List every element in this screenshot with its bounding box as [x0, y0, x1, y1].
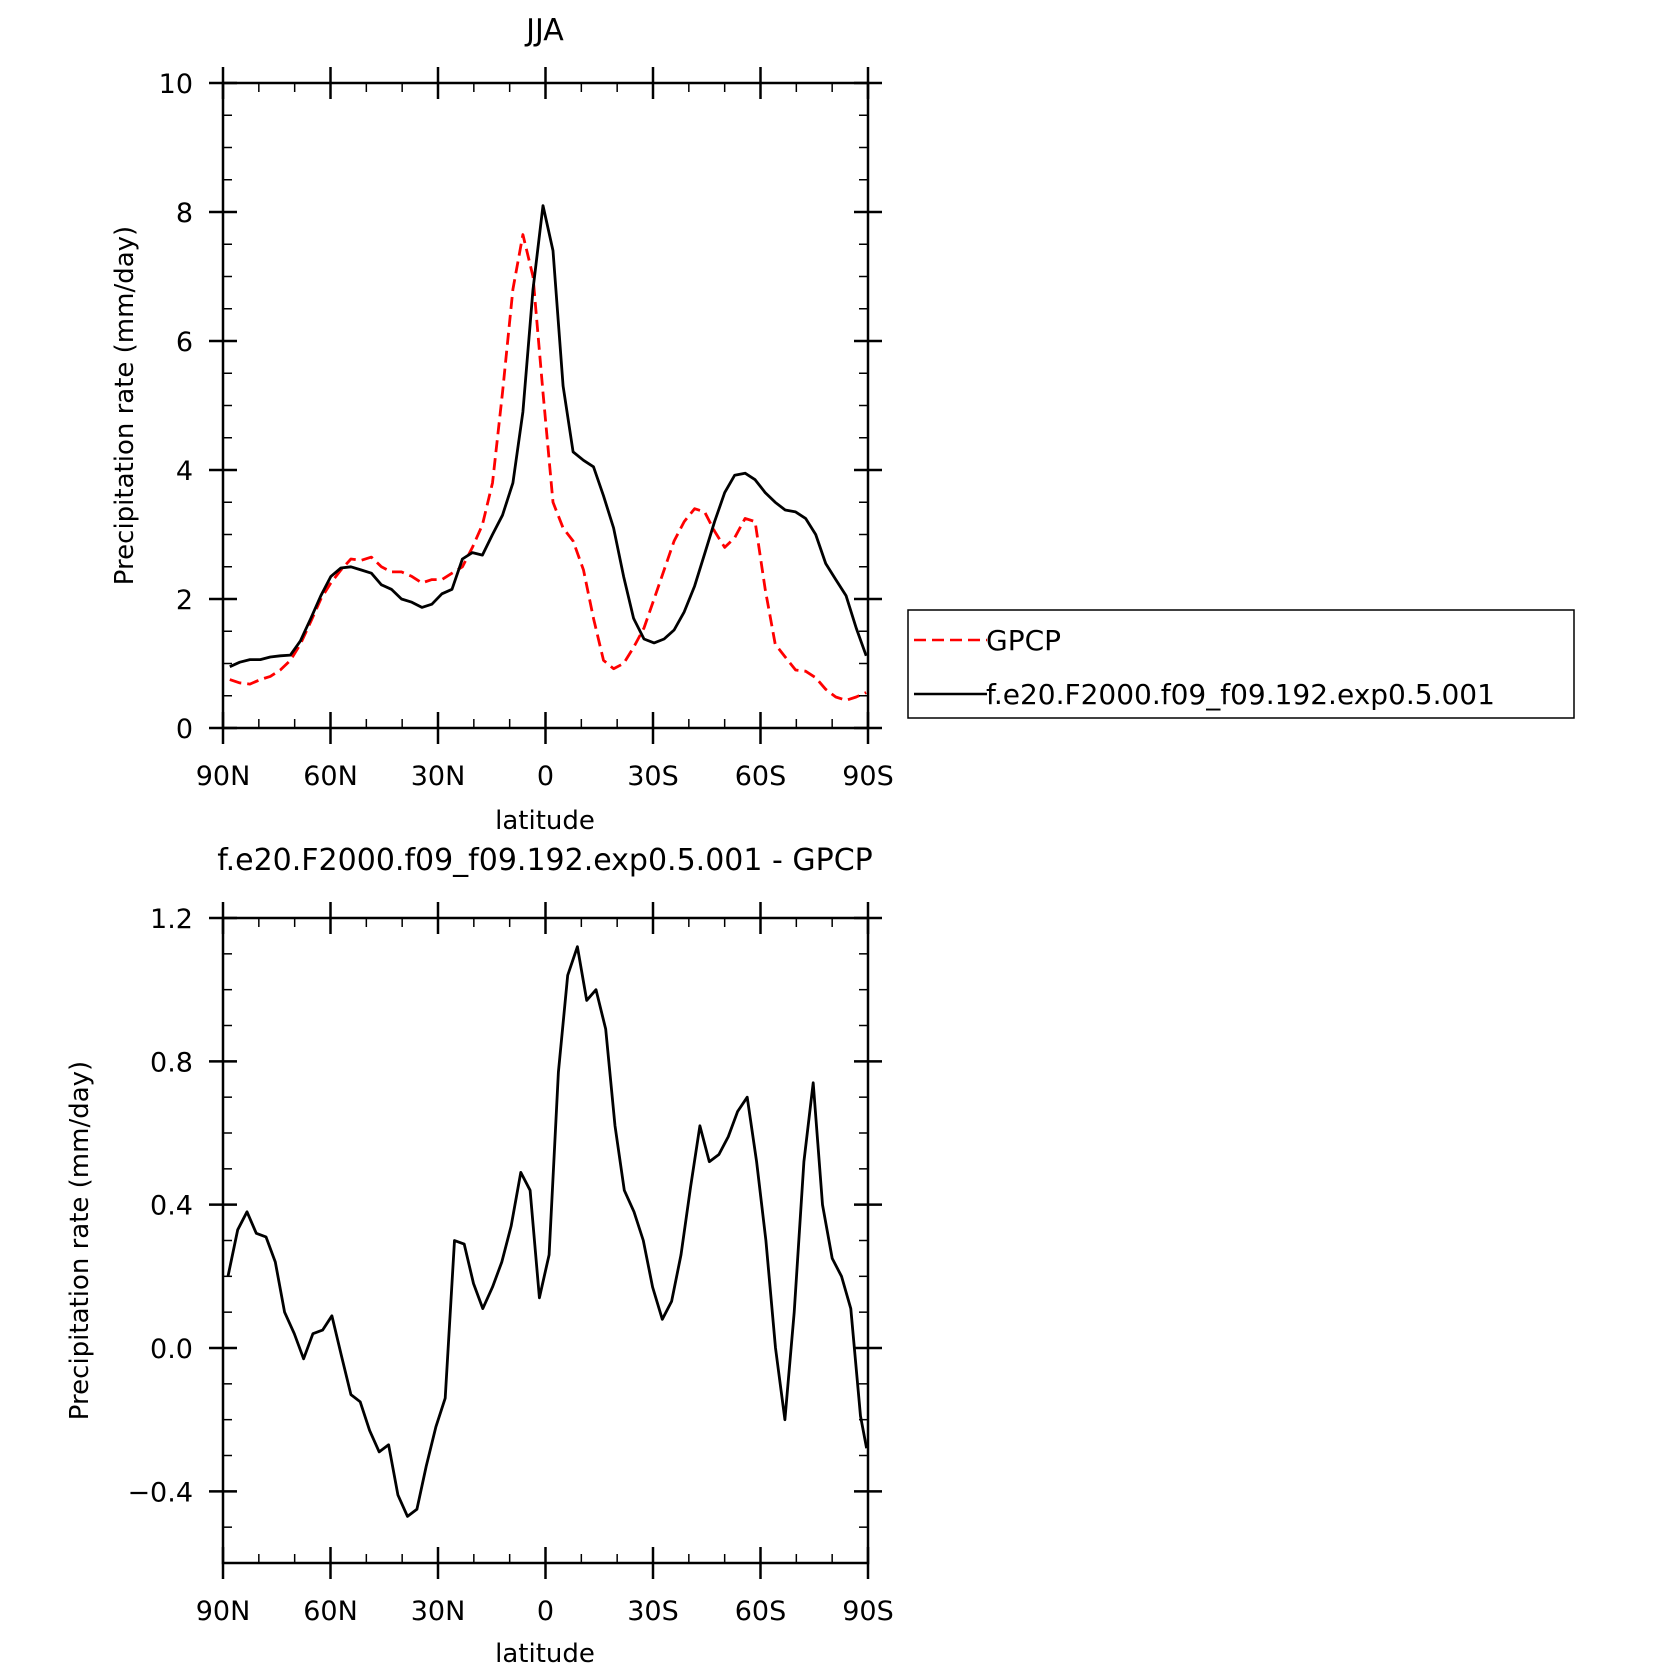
y-tick-label: 8: [176, 198, 193, 229]
x-axis-label: latitude: [495, 1639, 595, 1669]
legend: GPCP f.e20.F2000.f09_f09.192.exp0.5.001: [907, 609, 1575, 719]
plot-frame: [221, 916, 870, 1565]
bottom-chart-panel: f.e20.F2000.f09_f09.192.exp0.5.001 - GPC…: [65, 843, 894, 1669]
series-group: [229, 204, 868, 702]
series-group: [226, 945, 868, 1518]
x-axis-label: latitude: [495, 806, 595, 836]
y-tick-label: −0.4: [127, 1477, 193, 1508]
y-tick-label: 4: [176, 456, 193, 487]
y-axis-label: Precipitation rate (mm/day): [65, 1061, 95, 1420]
y-tick-label: 2: [176, 585, 193, 616]
legend-label-model: f.e20.F2000.f09_f09.192.exp0.5.001: [986, 678, 1495, 711]
x-tick-label: 30N: [411, 1596, 466, 1627]
y-tick-label: 6: [176, 327, 193, 358]
x-tick-label: 90N: [196, 761, 251, 792]
y-tick-label: 0.8: [150, 1047, 193, 1078]
x-tick-label: 60S: [735, 761, 787, 792]
series-line-1: [229, 204, 868, 668]
x-tick-label: 30N: [411, 761, 466, 792]
x-tick-label: 0: [537, 1596, 554, 1627]
series-line-0: [226, 945, 868, 1518]
y-tick-label: 0: [176, 714, 193, 745]
x-tick-label: 60N: [303, 761, 358, 792]
series-line-0: [229, 233, 867, 702]
y-tick-label: 10: [159, 69, 193, 100]
x-tick-label: 60N: [303, 1596, 358, 1627]
y-tick-label: 1.2: [150, 904, 193, 935]
x-tick-label: 30S: [627, 761, 679, 792]
x-tick-label: 90S: [842, 1596, 894, 1627]
y-tick-label: 0.4: [150, 1191, 193, 1222]
x-tick-label: 60S: [735, 1596, 787, 1627]
x-tick-label: 90S: [842, 761, 894, 792]
x-tick-label: 0: [537, 761, 554, 792]
axes-group: 90N 60N 30N 0 30S 60S 90S −0.4 0.0 0.4 0.8 1.2: [127, 902, 894, 1627]
y-tick-label: 0.0: [150, 1334, 193, 1365]
chart-title: JJA: [524, 13, 564, 48]
chart-title: f.e20.F2000.f09_f09.192.exp0.5.001 - GPC…: [217, 843, 873, 878]
axes-group: 90N 60N 30N 0 30S 60S 90S 0 2 4 6 8 10: [159, 67, 894, 792]
y-axis-label: Precipitation rate (mm/day): [110, 226, 140, 585]
plot-frame: [221, 81, 870, 730]
legend-box: [907, 609, 1575, 719]
x-tick-label: 30S: [627, 1596, 679, 1627]
legend-label-gpcp: GPCP: [986, 624, 1061, 657]
x-tick-label: 90N: [196, 1596, 251, 1627]
